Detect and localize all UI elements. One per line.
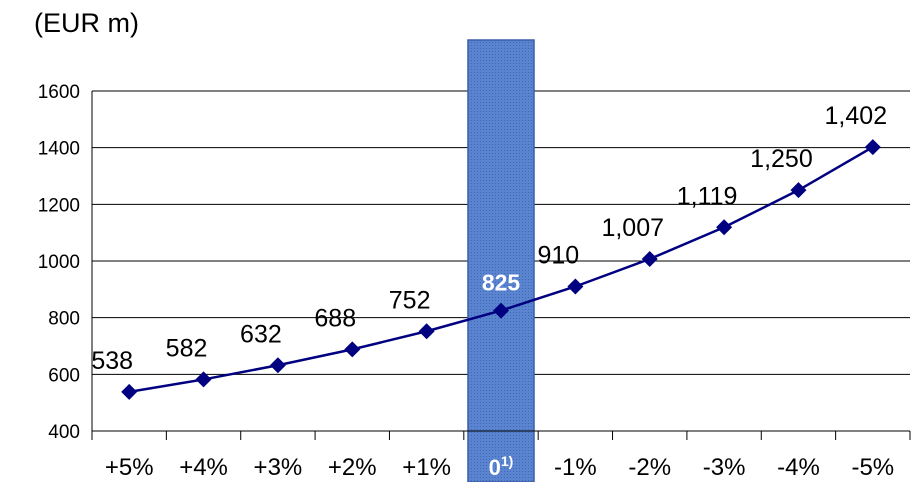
data-label: 688: [314, 304, 356, 332]
data-point: [641, 251, 658, 268]
data-label: 825: [482, 270, 521, 296]
data-point: [344, 341, 361, 358]
data-point: [269, 357, 286, 374]
y-tick-label: 1600: [38, 82, 80, 103]
x-tick-label: +2%: [328, 454, 377, 481]
x-tick-label: -2%: [628, 454, 671, 481]
y-tick-label: 1200: [38, 195, 80, 216]
data-label: 582: [166, 334, 208, 362]
data-point: [418, 323, 435, 340]
x-tick-label: -4%: [777, 454, 820, 481]
data-point: [121, 383, 138, 400]
data-point: [790, 182, 807, 199]
data-label: 538: [91, 347, 133, 375]
data-label: 1,250: [750, 145, 813, 173]
x-tick-label: +4%: [179, 454, 228, 481]
y-tick-label: 400: [48, 422, 80, 443]
x-tick-label: -3%: [703, 454, 746, 481]
data-label: 632: [240, 320, 282, 348]
x-tick-label: +5%: [105, 454, 154, 481]
data-point: [864, 139, 881, 156]
data-label: 1,402: [825, 102, 888, 130]
x-tick-superscript: 1): [501, 453, 513, 469]
y-tick-label: 600: [48, 365, 80, 386]
y-tick-label: 1400: [38, 139, 80, 160]
x-tick-label: +3%: [254, 454, 303, 481]
data-label: 1,007: [601, 214, 664, 242]
data-label: 1,119: [677, 182, 738, 210]
x-tick-label: +1%: [402, 454, 451, 481]
unit-label: (EUR m): [34, 8, 139, 38]
y-tick-label: 1000: [38, 252, 80, 273]
data-point: [195, 371, 212, 388]
data-point: [716, 219, 733, 236]
data-label: 752: [389, 286, 431, 314]
highlight-band: [467, 39, 535, 482]
data-point: [567, 278, 584, 295]
data-point: [493, 302, 509, 319]
x-tick-label: -5%: [851, 454, 894, 481]
y-tick-label: 800: [48, 309, 80, 330]
data-label: 910: [538, 242, 580, 270]
x-tick-label: -1%: [554, 454, 597, 481]
